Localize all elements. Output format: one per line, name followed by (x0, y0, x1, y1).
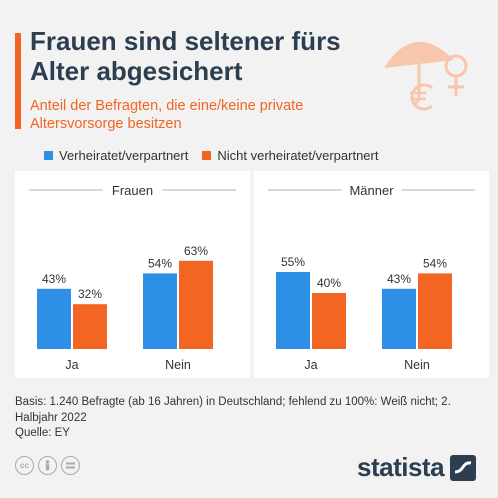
statista-logo-icon (450, 454, 477, 481)
chart-panel-frauen: Frauen 43% 32% Ja 54% 63% Nein (15, 171, 250, 378)
bar-maenner-ja-s1 (312, 293, 346, 349)
statista-wordmark: statista (357, 452, 445, 482)
category-label-nein: Nein (165, 358, 191, 372)
data-label-maenner-nein-s0: 43% (387, 272, 411, 286)
accent-bar (15, 33, 21, 129)
chart-panel-maenner: Männer 55% 40% Ja 43% 54% Nein (254, 171, 489, 378)
legend-swatch-married (44, 151, 53, 160)
female-symbol-icon (444, 54, 468, 96)
legend-item-married: Verheiratet/verpartnert (44, 148, 188, 163)
data-label-frauen-ja-s1: 32% (78, 287, 102, 301)
data-label-frauen-nein-s1: 63% (184, 244, 208, 258)
data-label-maenner-ja-s1: 40% (317, 276, 341, 290)
statista-brand[interactable]: statista (357, 452, 477, 483)
panel-title-frauen: Frauen (112, 183, 153, 198)
category-label-ja: Ja (304, 358, 317, 372)
legend-label-unmarried: Nicht verheiratet/verpartnert (217, 148, 379, 163)
legend-label-married: Verheiratet/verpartnert (59, 148, 189, 163)
footnote-source: Quelle: EY (15, 427, 70, 439)
bar-frauen-nein-s1 (179, 260, 213, 349)
footnote: Basis: 1.240 Befragte (ab 16 Jahren) in … (15, 395, 485, 442)
data-label-maenner-ja-s0: 55% (281, 255, 305, 269)
category-label-ja: Ja (65, 358, 78, 372)
chart-frauen: Frauen 43% 32% Ja 54% 63% Nein (29, 183, 236, 372)
umbrella-euro-icon (384, 41, 468, 111)
equals-icon[interactable] (61, 456, 80, 475)
bar-maenner-nein-s1 (418, 273, 452, 349)
panel-title-maenner: Männer (349, 183, 394, 198)
bar-frauen-ja-s1 (73, 304, 107, 349)
legend-item-unmarried: Nicht verheiratet/verpartnert (202, 148, 378, 163)
person-icon[interactable] (38, 456, 57, 475)
legend: Verheiratet/verpartnert Nicht verheirate… (44, 148, 392, 163)
footnote-basis: Basis: 1.240 Befragte (ab 16 Jahren) in … (15, 396, 451, 424)
chart-maenner: Männer 55% 40% Ja 43% 54% Nein (268, 183, 475, 372)
bar-frauen-nein-s0 (143, 273, 177, 349)
chart-subtitle: Anteil der Befragten, die eine/keine pri… (30, 98, 304, 132)
data-label-maenner-nein-s1: 54% (423, 256, 447, 270)
data-label-frauen-nein-s0: 54% (148, 256, 172, 270)
bar-maenner-nein-s0 (382, 288, 416, 349)
chart-title: Frauen sind seltener fürs Alter abgesich… (30, 26, 341, 86)
legend-swatch-unmarried (202, 151, 212, 160)
data-label-frauen-ja-s0: 43% (42, 272, 66, 286)
bar-frauen-ja-s0 (37, 288, 71, 349)
bar-maenner-ja-s0 (276, 272, 310, 349)
category-label-nein: Nein (404, 358, 430, 372)
license-icons: cc (15, 456, 84, 475)
cc-icon[interactable]: cc (15, 456, 34, 475)
